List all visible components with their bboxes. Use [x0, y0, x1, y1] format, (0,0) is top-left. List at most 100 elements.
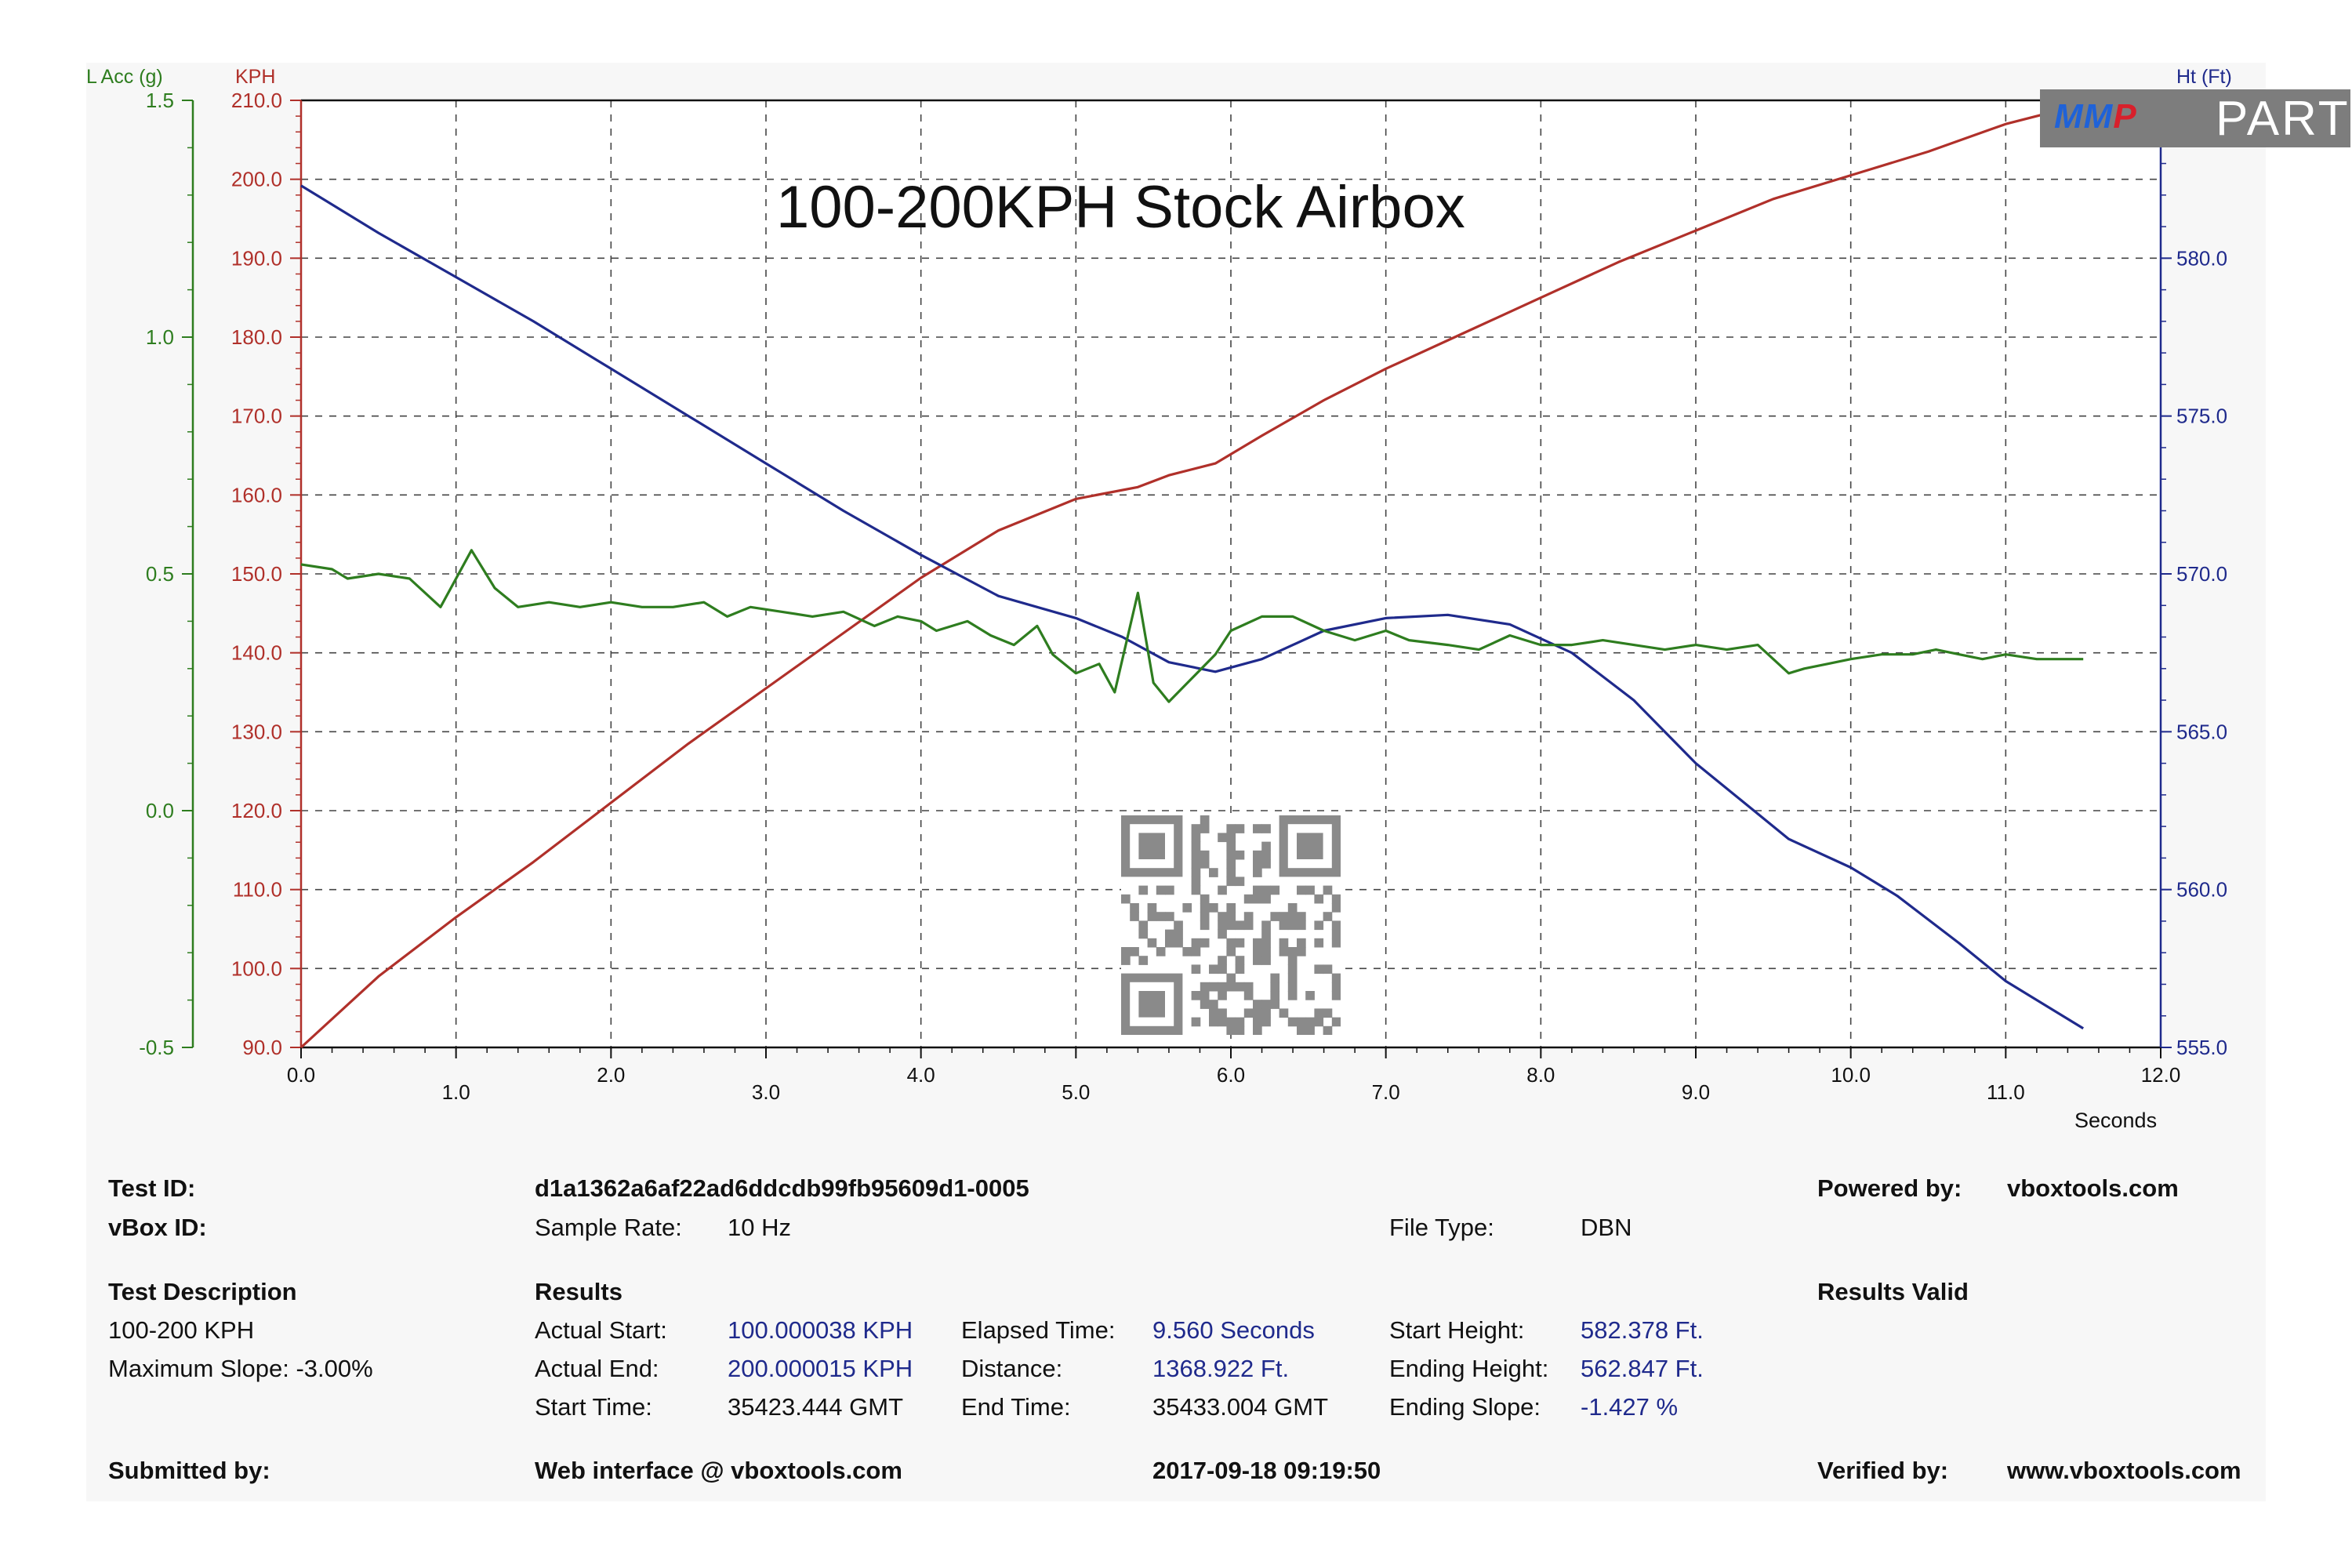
kph-tick-label: 160.0 — [231, 483, 282, 506]
qr-module — [1305, 1025, 1315, 1036]
kph-tick-label: 150.0 — [231, 562, 282, 586]
qr-module — [1226, 1025, 1236, 1036]
qr-module — [1138, 956, 1149, 965]
qr-module — [1261, 947, 1271, 956]
qr-module — [1209, 964, 1218, 975]
qr-module — [1182, 903, 1192, 913]
test-id-value: d1a1362a6af22ad6ddcdb99fb95609d1-0005 — [535, 1174, 1029, 1202]
qr-module — [1156, 885, 1166, 895]
qr-module — [1200, 824, 1210, 833]
qr-module — [1331, 929, 1341, 939]
qr-module — [1226, 982, 1236, 992]
qr-module — [1253, 1000, 1262, 1009]
actual-start-value: 100.000038 KPH — [728, 1316, 913, 1344]
qr-module — [1191, 964, 1201, 975]
ht-tick-label: 570.0 — [2176, 562, 2227, 586]
test-description-label: Test Description — [108, 1278, 297, 1305]
qr-module — [1235, 850, 1245, 860]
qr-module — [1261, 956, 1271, 965]
qr-module — [1218, 920, 1227, 931]
x-tick-label: 10.0 — [1831, 1063, 1871, 1087]
qr-module — [1165, 912, 1174, 921]
qr-module — [1270, 912, 1280, 921]
chart-area: -0.5 0.0 0.5 1.0 1.5 90.0 100.0 110.0 120.0 130.0… — [86, 66, 2232, 1132]
qr-module — [1226, 1017, 1236, 1027]
kph-tick-label: 200.0 — [231, 168, 282, 191]
x-tick-label: 4.0 — [907, 1063, 935, 1087]
qr-module — [1209, 903, 1218, 913]
qr-module — [1243, 894, 1254, 904]
end-time-label: End Time: — [961, 1393, 1071, 1421]
qr-module — [1270, 973, 1280, 983]
qr-module — [1174, 929, 1183, 939]
kph-tick-label: 100.0 — [231, 956, 282, 980]
qr-module — [1191, 868, 1201, 877]
qr-module — [1261, 841, 1271, 851]
qr-module — [1209, 1008, 1218, 1018]
qr-module — [1235, 877, 1245, 887]
qr-module — [1270, 1000, 1280, 1009]
qr-module — [1200, 982, 1210, 992]
qr-module — [1226, 973, 1236, 983]
ht-axis-label: Ht (Ft) — [2176, 66, 2232, 88]
ht-tick-label: 560.0 — [2176, 878, 2227, 902]
qr-module — [1191, 938, 1201, 948]
qr-module — [1200, 815, 1210, 825]
qr-module — [1235, 964, 1245, 975]
qr-module — [1218, 912, 1227, 921]
qr-module — [1130, 903, 1139, 913]
lateral-acc-line — [300, 549, 2084, 703]
qr-module — [1218, 1017, 1227, 1027]
qr-module — [1200, 894, 1210, 904]
qr-module — [1226, 824, 1236, 833]
qr-module — [1331, 903, 1341, 913]
qr-module — [1270, 991, 1280, 1000]
start-height-label: Start Height: — [1389, 1316, 1525, 1344]
qr-module — [1297, 833, 1323, 859]
qr-module — [1297, 947, 1306, 956]
qr-module — [1218, 929, 1227, 939]
qr-module — [1243, 991, 1254, 1000]
qr-module — [1165, 885, 1174, 895]
sample-rate-value: 10 Hz — [728, 1214, 791, 1241]
qr-module — [1218, 833, 1227, 843]
qr-module — [1323, 885, 1333, 895]
qr-module — [1191, 947, 1201, 956]
qr-module — [1226, 868, 1236, 877]
qr-module — [1297, 912, 1306, 921]
qr-module — [1287, 1017, 1298, 1027]
qr-module — [1279, 912, 1289, 921]
qr-module — [1226, 947, 1236, 956]
qr-module — [1200, 1000, 1210, 1009]
qr-module — [1226, 912, 1236, 921]
end-time-value: 35433.004 GMT — [1152, 1393, 1329, 1421]
qr-module — [1253, 1008, 1262, 1018]
elapsed-time-label: Elapsed Time: — [961, 1316, 1116, 1344]
kph-axis-label: KPH — [235, 66, 275, 88]
qr-module — [1138, 991, 1165, 1018]
qr-module — [1323, 1008, 1333, 1018]
distance-value: 1368.922 Ft. — [1152, 1355, 1290, 1382]
qr-module — [1279, 947, 1289, 956]
x-tick-label: 12.0 — [2141, 1063, 2181, 1087]
description-line-2: Maximum Slope: -3.00% — [108, 1355, 373, 1382]
start-height-value: 582.378 Ft. — [1581, 1316, 1704, 1344]
file-type-label: File Type: — [1389, 1214, 1494, 1241]
x-tick-label: 8.0 — [1526, 1063, 1555, 1087]
lacc-axis-label: L Acc (g) — [86, 66, 163, 88]
qr-module — [1200, 859, 1210, 869]
qr-module — [1191, 824, 1201, 833]
qr-module — [1200, 903, 1210, 913]
qr-module — [1209, 868, 1218, 877]
lacc-tick-label: 0.0 — [146, 799, 174, 822]
actual-end-value: 200.000015 KPH — [728, 1355, 913, 1382]
qr-module — [1200, 991, 1210, 1000]
qr-module — [1218, 991, 1227, 1000]
x-tick-label: 3.0 — [752, 1080, 780, 1104]
qr-module — [1235, 824, 1245, 833]
kph-tick-label: 110.0 — [233, 878, 282, 902]
kph-tick-label: 90.0 — [242, 1036, 282, 1059]
qr-module — [1287, 912, 1298, 921]
qr-module — [1218, 885, 1227, 895]
qr-module — [1226, 833, 1236, 843]
